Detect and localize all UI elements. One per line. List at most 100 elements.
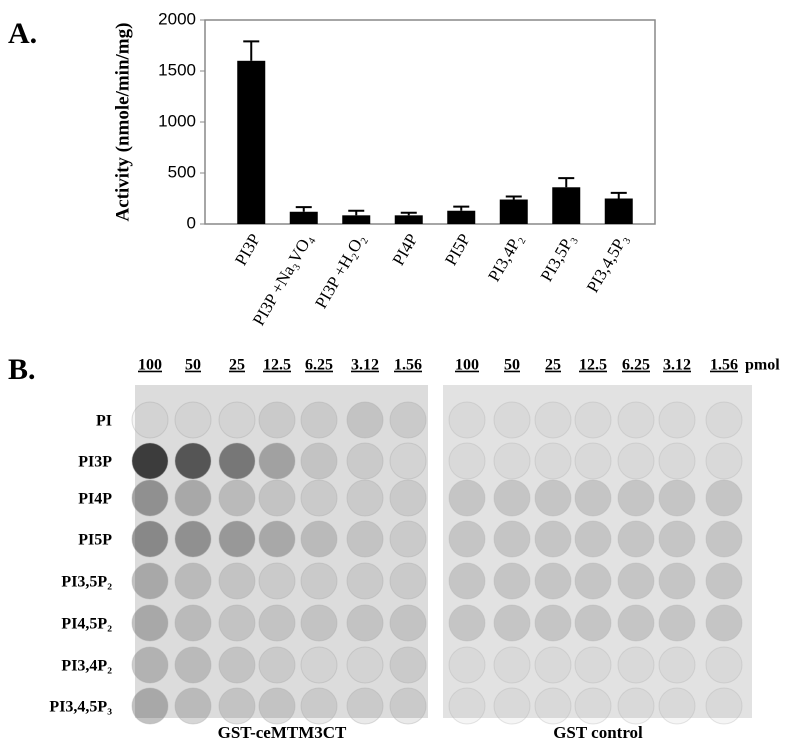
spot	[448, 442, 486, 480]
spot	[218, 520, 256, 558]
spot	[346, 646, 384, 684]
spot	[258, 442, 296, 480]
spot	[218, 479, 256, 517]
bar	[604, 198, 633, 224]
bar	[499, 199, 528, 224]
amount-label: 3.12	[663, 357, 691, 374]
lipid-label: PI5P	[78, 532, 112, 549]
spot	[574, 442, 612, 480]
panel-label: B.	[8, 353, 36, 386]
spot	[389, 646, 427, 684]
spot	[300, 562, 338, 600]
spot	[448, 646, 486, 684]
spot	[705, 646, 743, 684]
spot	[131, 401, 169, 439]
amount-label: 25	[229, 357, 245, 374]
spot	[389, 442, 427, 480]
spot	[258, 562, 296, 600]
spot	[617, 604, 655, 642]
spot	[574, 604, 612, 642]
spot	[617, 442, 655, 480]
spot	[493, 562, 531, 600]
amount-label: 100	[455, 357, 479, 374]
spot	[617, 562, 655, 600]
spot	[174, 479, 212, 517]
spot	[174, 442, 212, 480]
amount-label: 1.56	[710, 357, 738, 374]
spot	[131, 442, 169, 480]
spot	[493, 687, 531, 725]
spot	[218, 604, 256, 642]
y-tick-label: 0	[187, 213, 196, 232]
spot	[346, 442, 384, 480]
spot	[705, 604, 743, 642]
spot	[493, 646, 531, 684]
spot	[389, 520, 427, 558]
bar	[237, 60, 266, 224]
spot	[534, 604, 572, 642]
spot	[346, 687, 384, 725]
blot-spots	[131, 401, 743, 725]
spot	[617, 646, 655, 684]
amount-label: 25	[545, 357, 561, 374]
spot	[448, 520, 486, 558]
spot	[300, 442, 338, 480]
amount-label: 1.56	[394, 357, 422, 374]
bar	[447, 210, 476, 224]
spot	[493, 520, 531, 558]
spot	[218, 646, 256, 684]
spot	[300, 687, 338, 725]
plot-frame	[204, 19, 656, 225]
spot	[300, 520, 338, 558]
y-tick-label: 500	[168, 162, 196, 181]
spot	[617, 520, 655, 558]
amount-label: 6.25	[622, 357, 650, 374]
spot	[131, 646, 169, 684]
bar	[394, 215, 423, 224]
spot	[346, 604, 384, 642]
spot	[258, 479, 296, 517]
spot	[617, 479, 655, 517]
spot	[617, 401, 655, 439]
spot	[174, 401, 212, 439]
spot	[346, 562, 384, 600]
x-tick-label: PI3,4P₂	[484, 230, 526, 284]
spot	[448, 479, 486, 517]
spot	[389, 687, 427, 725]
amount-label: 6.25	[305, 357, 333, 374]
y-tick-label: 1500	[158, 60, 196, 79]
spot	[493, 479, 531, 517]
spot	[493, 401, 531, 439]
spot	[389, 604, 427, 642]
spot	[346, 520, 384, 558]
spot	[346, 401, 384, 439]
amount-label: 50	[504, 357, 520, 374]
spot	[705, 562, 743, 600]
spot	[574, 479, 612, 517]
spot	[534, 479, 572, 517]
x-tick-label: PI4P	[389, 230, 422, 268]
spot	[389, 562, 427, 600]
blot-membrane	[135, 385, 428, 718]
spot	[218, 401, 256, 439]
spot	[300, 604, 338, 642]
spot	[534, 520, 572, 558]
lipid-label: PI3,4P₂	[61, 658, 112, 675]
spot	[448, 604, 486, 642]
spot	[174, 562, 212, 600]
spot	[705, 401, 743, 439]
lipid-label: PI3,5P₂	[61, 574, 112, 591]
spot	[574, 562, 612, 600]
spot	[389, 479, 427, 517]
spot	[705, 442, 743, 480]
spot	[658, 479, 696, 517]
spot	[389, 401, 427, 439]
spot	[534, 646, 572, 684]
spot	[705, 520, 743, 558]
spot	[346, 479, 384, 517]
y-axis-label: Activity (nmole/min/mg)	[112, 23, 133, 222]
spot	[574, 646, 612, 684]
spot	[218, 562, 256, 600]
spot	[658, 562, 696, 600]
